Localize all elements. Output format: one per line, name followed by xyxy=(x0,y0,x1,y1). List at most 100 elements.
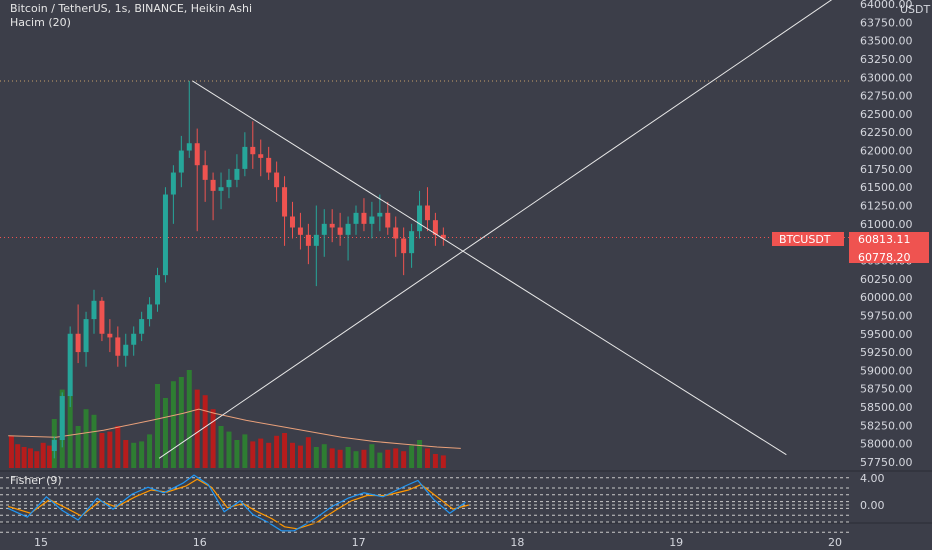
candle-4 xyxy=(83,311,89,367)
time-axis[interactable]: 15 16 17 18 19 20 xyxy=(34,536,842,549)
fisher-tick-label: 4.00 xyxy=(860,472,885,485)
candle-3 xyxy=(75,304,81,364)
volume-bar-32 xyxy=(250,441,256,468)
volume-bar-40 xyxy=(313,447,319,468)
volume-bar-45 xyxy=(353,451,359,468)
volume-bar-49 xyxy=(385,449,391,468)
volume-bar-48 xyxy=(377,452,383,468)
candle-16 xyxy=(178,135,184,188)
volume-bar-13 xyxy=(99,433,105,468)
volume-bar-22 xyxy=(170,381,176,468)
time-tick-label: 15 xyxy=(34,536,48,549)
fisher-axis[interactable]: 4.00 0.00 xyxy=(860,472,885,512)
volume-bar-42 xyxy=(329,448,335,468)
price-tick-label: 58250.00 xyxy=(860,419,913,432)
volume-bar-25 xyxy=(194,389,200,468)
volume-bar-55 xyxy=(432,454,438,468)
candle-8 xyxy=(115,326,121,367)
volume-bar-16 xyxy=(123,440,129,468)
descending-trendline[interactable] xyxy=(192,80,787,456)
price-tick-label: 63000.00 xyxy=(860,71,913,84)
candle-7 xyxy=(107,319,113,353)
candle-49 xyxy=(440,227,446,246)
volume-indicator-label[interactable]: Hacim (20) xyxy=(10,16,71,29)
volume-bar-26 xyxy=(202,395,208,468)
time-tick-label: 20 xyxy=(828,536,842,549)
price-tick-label: 59000.00 xyxy=(860,364,913,377)
candle-22 xyxy=(226,168,232,199)
candle-30 xyxy=(289,201,295,239)
price-tick-label: 57750.00 xyxy=(860,456,913,469)
candle-20 xyxy=(210,172,216,221)
volume-moving-average-line xyxy=(8,408,461,449)
volume-bar-21 xyxy=(162,398,168,468)
candle-24 xyxy=(242,132,248,177)
candle-15 xyxy=(170,165,176,224)
price-tick-label: 58750.00 xyxy=(860,383,913,396)
time-tick-label: 17 xyxy=(352,536,366,549)
price-axis[interactable]: 64000.00 63750.00 63500.00 63250.00 63000.00… xyxy=(860,0,913,469)
fisher-tick-label: 0.00 xyxy=(860,499,885,512)
candle-1 xyxy=(59,392,65,448)
candle-9 xyxy=(123,333,129,367)
price-tick-label: 58000.00 xyxy=(860,438,913,451)
candle-32 xyxy=(305,223,311,265)
candle-23 xyxy=(234,154,240,188)
candle-17 xyxy=(186,80,192,158)
volume-bar-10 xyxy=(75,426,81,468)
time-tick-label: 18 xyxy=(510,536,524,549)
volume-bar-23 xyxy=(178,377,184,468)
volume-bar-41 xyxy=(321,444,327,468)
price-tick-label: 63500.00 xyxy=(860,35,913,48)
volume-bar-24 xyxy=(186,370,192,468)
candle-19 xyxy=(202,150,208,202)
volume-bar-15 xyxy=(115,426,121,468)
volume-bar-12 xyxy=(91,414,97,468)
candle-14 xyxy=(162,187,168,283)
time-tick-label: 19 xyxy=(669,536,683,549)
volume-bar-31 xyxy=(242,434,248,468)
trendlines[interactable] xyxy=(158,0,834,459)
volume-bar-35 xyxy=(274,435,280,468)
candle-2 xyxy=(67,326,73,408)
candle-48 xyxy=(432,212,438,246)
volume-bar-52 xyxy=(409,445,415,468)
symbol-title[interactable]: Bitcoin / TetherUS, 1s, BINANCE, Heikin … xyxy=(10,2,253,15)
candle-5 xyxy=(91,289,97,334)
ascending-trendline[interactable] xyxy=(158,0,834,459)
volume-bar-27 xyxy=(210,409,216,468)
symbol-badge: BTCUSDT xyxy=(772,232,844,246)
current-price-text: 60813.11 xyxy=(858,233,911,246)
candle-33 xyxy=(313,205,319,287)
lower-price-text: 60778.20 xyxy=(858,251,911,264)
time-tick-label: 16 xyxy=(193,536,207,549)
candle-37 xyxy=(345,216,351,261)
volume-bar-33 xyxy=(258,438,264,468)
volume-bar-53 xyxy=(417,440,423,468)
candle-36 xyxy=(337,212,343,246)
volume-bar-43 xyxy=(337,449,343,468)
volume-bar-51 xyxy=(401,451,407,468)
candlesticks xyxy=(51,80,446,459)
volume-bar-29 xyxy=(226,431,232,468)
candle-27 xyxy=(266,146,272,180)
volume-bar-36 xyxy=(282,433,288,468)
volume-bar-39 xyxy=(305,437,311,468)
candle-46 xyxy=(417,190,423,239)
candle-43 xyxy=(393,216,399,257)
candle-21 xyxy=(218,172,224,210)
volume-bar-38 xyxy=(297,445,303,468)
volume-bar-14 xyxy=(107,431,113,468)
price-tick-label: 59500.00 xyxy=(860,328,913,341)
fisher-indicator-label[interactable]: Fisher (9) xyxy=(10,474,62,487)
currency-label[interactable]: USDT xyxy=(900,3,931,16)
volume-bar-44 xyxy=(345,447,351,468)
price-tick-label: 59250.00 xyxy=(860,346,913,359)
candle-18 xyxy=(194,128,200,232)
volume-bar-17 xyxy=(131,442,137,468)
price-tick-label: 62500.00 xyxy=(860,108,913,121)
price-tick-label: 60000.00 xyxy=(860,291,913,304)
volume-bar-11 xyxy=(83,409,89,468)
price-tick-label: 63250.00 xyxy=(860,53,913,66)
